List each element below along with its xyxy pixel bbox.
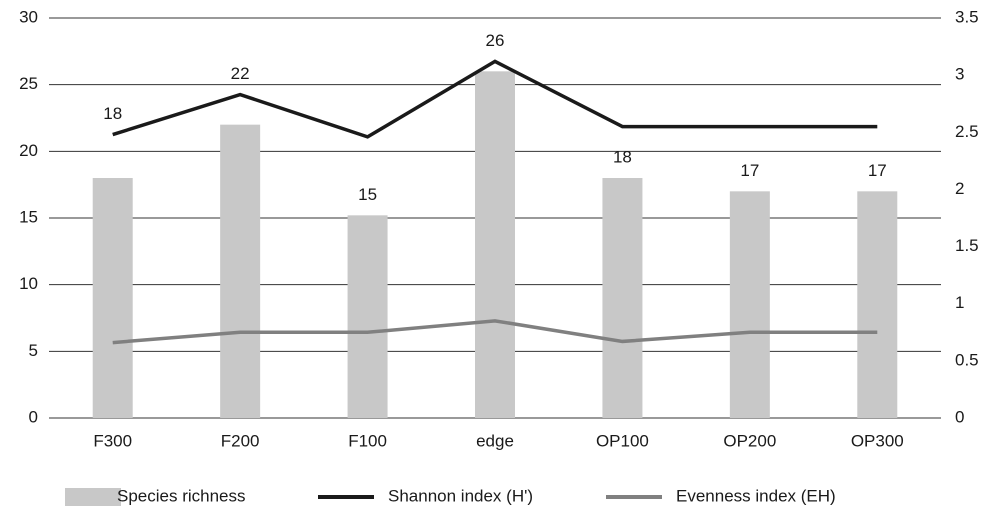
- bar: [729, 191, 770, 418]
- y2-tick-label: 0: [955, 407, 964, 426]
- y-tick-label: 10: [19, 274, 38, 293]
- data-label: 26: [486, 31, 505, 50]
- y-tick-label: 5: [29, 341, 38, 360]
- x-tick-label: edge: [476, 431, 514, 450]
- y2-tick-label: 2: [955, 179, 964, 198]
- data-label: 15: [358, 185, 377, 204]
- bar: [602, 178, 643, 418]
- x-tick-label: OP100: [596, 431, 649, 450]
- y2-tick-label: 1: [955, 293, 964, 312]
- bar: [92, 178, 133, 418]
- data-label: 18: [103, 104, 122, 123]
- y2-tick-label: 2.5: [955, 122, 979, 141]
- y2-tick-label: 1.5: [955, 236, 979, 255]
- y-tick-label: 25: [19, 74, 38, 93]
- line: [112, 59, 878, 139]
- y-tick-label: 15: [19, 207, 38, 226]
- x-tick-label: F100: [348, 431, 387, 450]
- bar: [475, 71, 515, 418]
- y2-tick-label: 0.5: [955, 350, 979, 369]
- legend-label: Evenness index (EH): [676, 486, 836, 505]
- y2-tick-label: 3.5: [955, 7, 979, 26]
- bar: [220, 124, 261, 419]
- x-tick-label: OP300: [851, 431, 904, 450]
- data-label: 18: [613, 147, 632, 166]
- bar: [347, 215, 388, 418]
- x-tick-label: OP200: [723, 431, 776, 450]
- data-label: 17: [868, 161, 887, 180]
- x-tick-label: F300: [93, 431, 132, 450]
- x-tick-label: F200: [221, 431, 260, 450]
- legend-label: Species richness: [117, 486, 246, 505]
- data-label: 22: [231, 64, 250, 83]
- y2-tick-label: 3: [955, 65, 964, 84]
- legend-label: Shannon index (H'): [388, 486, 533, 505]
- data-label: 17: [740, 161, 759, 180]
- y-tick-label: 0: [29, 407, 38, 426]
- y-tick-label: 30: [19, 7, 38, 26]
- legend-swatch: [65, 488, 121, 506]
- y-tick-label: 20: [19, 141, 38, 160]
- line: [112, 319, 878, 345]
- bar: [857, 191, 898, 418]
